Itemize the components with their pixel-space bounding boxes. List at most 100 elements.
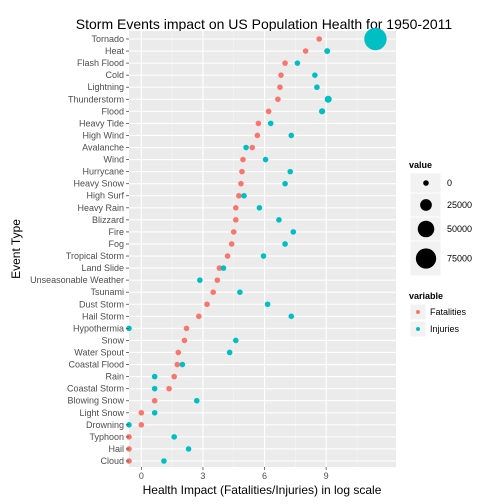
- point-fatalities: [230, 229, 237, 235]
- y-tick-label: Wind: [103, 155, 124, 165]
- y-tick-label: Heavy Tide: [79, 118, 124, 128]
- point-injuries: [151, 409, 158, 416]
- legend-color-label: Fatalities: [430, 307, 467, 317]
- point-injuries: [151, 385, 158, 392]
- point-fatalities: [282, 60, 288, 66]
- point-injuries: [290, 229, 297, 235]
- point-fatalities: [239, 168, 245, 175]
- y-tick-label: Water Spout: [74, 347, 124, 357]
- point-fatalities: [138, 409, 145, 416]
- y-tick-label: Snow: [101, 335, 124, 345]
- y-tick-label: Hurrycane: [82, 167, 124, 177]
- point-injuries: [267, 120, 274, 127]
- y-tick-label: Heavy Rain: [77, 203, 124, 213]
- point-injuries: [287, 168, 294, 175]
- y-tick-label: Hail: [108, 444, 124, 454]
- point-injuries: [319, 108, 326, 115]
- point-injuries: [193, 397, 200, 404]
- legend-size-dot: [415, 248, 437, 269]
- data-points: [126, 27, 387, 464]
- point-fatalities: [171, 373, 177, 380]
- point-injuries: [171, 434, 177, 440]
- point-injuries: [243, 144, 249, 151]
- legend-size-label: 75000: [447, 254, 472, 264]
- point-injuries: [288, 132, 295, 139]
- y-tick-label: Thunderstorm: [68, 94, 124, 104]
- y-tick-label: Typhoon: [89, 432, 124, 442]
- point-injuries: [197, 277, 203, 283]
- point-injuries: [276, 217, 282, 223]
- legend: value 0 25000 50000 75000 variable Fataliti…: [409, 160, 472, 338]
- point-fatalities: [302, 48, 309, 54]
- point-injuries: [256, 205, 263, 211]
- point-fatalities: [275, 96, 281, 103]
- point-fatalities: [210, 289, 217, 296]
- y-tick-label: Tsunami: [90, 287, 124, 297]
- y-tick-label: Land Slide: [81, 263, 124, 273]
- y-axis-title: Event Type: [9, 219, 23, 279]
- y-tick-label: Dust Storm: [79, 299, 124, 309]
- point-fatalities: [236, 192, 242, 199]
- point-fatalities: [204, 301, 210, 308]
- legend-size-title: value: [409, 160, 432, 170]
- point-fatalities: [255, 120, 262, 127]
- legend-size-label: 0: [447, 178, 452, 188]
- point-injuries: [233, 337, 239, 344]
- point-fatalities: [181, 337, 188, 344]
- point-fatalities: [224, 253, 231, 259]
- y-tick-label: Heavy Snow: [73, 179, 124, 189]
- y-tick-label: Tornado: [91, 34, 124, 44]
- legend-color-dot: [416, 310, 420, 314]
- y-tick-label: Blizzard: [92, 215, 124, 225]
- x-tick-label: 9: [324, 471, 329, 481]
- y-tick-label: Rain: [105, 372, 124, 382]
- point-injuries: [179, 361, 186, 368]
- y-tick-label: High Wind: [82, 130, 124, 140]
- point-injuries: [324, 48, 331, 55]
- point-fatalities: [138, 422, 145, 428]
- point-injuries: [324, 95, 332, 103]
- y-tick-label: Avalanche: [82, 143, 124, 153]
- point-injuries: [161, 458, 167, 464]
- y-tick-label: Flash Flood: [77, 58, 124, 68]
- point-injuries: [185, 446, 192, 452]
- point-fatalities: [216, 265, 223, 271]
- y-tick-label: Hypothermia: [73, 323, 124, 333]
- y-tick-label: High Surf: [86, 191, 124, 201]
- y-tick-label: Hail Storm: [82, 311, 124, 321]
- point-injuries: [282, 241, 288, 247]
- point-fatalities: [196, 313, 202, 320]
- y-tick-label: Fire: [109, 227, 125, 237]
- point-injuries: [364, 27, 387, 51]
- y-tick-label: Tropical Storm: [66, 251, 124, 261]
- point-fatalities: [277, 84, 283, 91]
- legend-color-title: variable: [409, 291, 443, 301]
- point-fatalities: [174, 361, 181, 368]
- point-injuries: [312, 72, 318, 78]
- y-tick-label: Blowing Snow: [67, 396, 124, 406]
- point-injuries: [237, 289, 243, 296]
- point-fatalities: [151, 397, 158, 404]
- x-tick-label: 3: [200, 471, 205, 481]
- point-injuries: [314, 84, 320, 91]
- y-tick-labels: Tornado Heat Flash Flood Cold Lightning Thund…: [30, 34, 129, 466]
- y-tick-label: Drowning: [86, 420, 124, 430]
- legend-color-dot: [416, 327, 420, 331]
- legend-color-keys: Fatalities Injuries: [409, 303, 467, 338]
- y-tick-label: Light Snow: [79, 408, 124, 418]
- point-fatalities: [228, 241, 235, 247]
- point-fatalities: [233, 205, 239, 211]
- point-injuries: [241, 192, 247, 199]
- point-fatalities: [214, 277, 221, 283]
- legend-color-label: Injuries: [430, 324, 460, 334]
- point-fatalities: [265, 108, 272, 115]
- point-injuries: [226, 349, 233, 356]
- chart-title: Storm Events impact on US Population Hea…: [76, 16, 453, 32]
- point-injuries: [294, 60, 301, 66]
- x-tick-label: 0: [139, 471, 144, 481]
- point-fatalities: [238, 180, 244, 187]
- y-tick-label: Cold: [105, 70, 124, 80]
- x-tick-label: 6: [262, 471, 267, 481]
- legend-size-keys: 0 25000 50000 75000: [409, 172, 472, 277]
